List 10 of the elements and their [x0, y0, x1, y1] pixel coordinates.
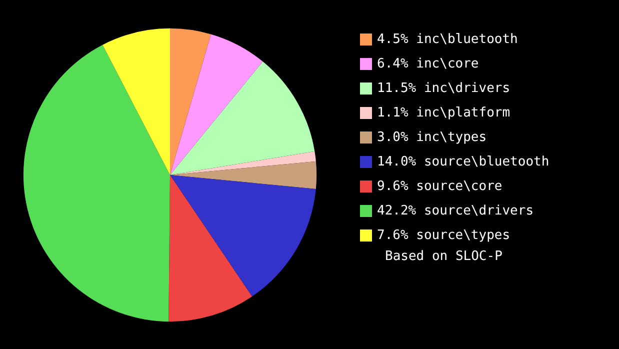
legend-label: 7.6% source\types [377, 228, 510, 243]
legend-label: 6.4% inc\core [377, 56, 479, 72]
legend-label: 9.6% source\core [377, 179, 502, 194]
legend-label: 1.1% inc\platform [377, 106, 510, 120]
legend-label: 14.0% source\bluetooth [377, 154, 550, 170]
legend-label: 4.5% inc\bluetooth [377, 32, 518, 47]
legend-label: 42.2% source\drivers [377, 204, 534, 218]
legend-label: 3.0% inc\types [377, 130, 487, 145]
text: Based on SLOC-P [385, 249, 503, 264]
legend-label: 11.5% inc\drivers [377, 81, 510, 96]
